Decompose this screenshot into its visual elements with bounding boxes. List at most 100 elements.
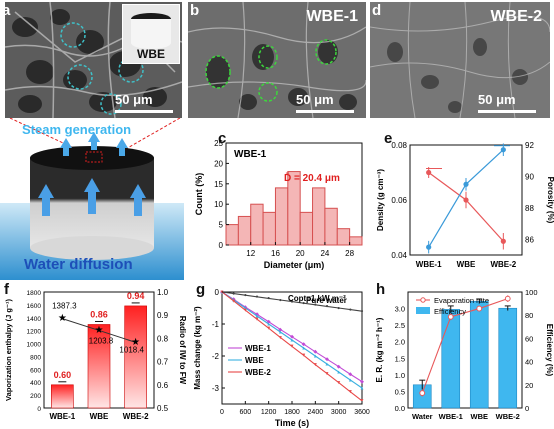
y-axis-label: Mass change (kg m⁻²)	[193, 306, 202, 390]
y-tick-label: 25	[214, 139, 223, 148]
y-tick-label-left: 0.04	[391, 251, 407, 260]
plot-frame	[407, 291, 523, 409]
ratio-value-label: 0.94	[127, 291, 145, 301]
y-tick-label-right: 20	[525, 381, 533, 390]
series-marker: ◆	[267, 319, 271, 325]
x-tick-label: WBE-1	[416, 260, 442, 269]
series-marker: ●	[232, 291, 235, 297]
y-tick-label: 20	[214, 159, 223, 168]
x-tick-label: WBE-2	[123, 412, 149, 421]
y-tick-label-right: 100	[525, 288, 538, 297]
sem-image-b: WBE-1 50 μm	[188, 2, 366, 118]
device-illustration	[0, 118, 184, 280]
y-tick-label-right: 86	[525, 235, 534, 244]
series-marker: ▼	[243, 308, 248, 314]
enthalpy-value-label: 1018.4	[119, 345, 144, 354]
x-axis-label: Time (s)	[275, 418, 309, 428]
y-tick-label: -3	[212, 384, 220, 393]
series-marker: ▲	[336, 369, 341, 375]
series-marker: ▲	[360, 385, 365, 391]
series-marker: ◆	[325, 357, 329, 363]
series-marker: ●	[325, 304, 328, 310]
series-line	[221, 291, 363, 402]
enthalpy-line	[62, 318, 136, 343]
y-tick-label-right: 0.8	[157, 334, 169, 343]
series-marker: ◆	[302, 341, 306, 347]
y-tick-label: 0	[219, 241, 224, 250]
x-tick-label: 12	[246, 249, 255, 258]
panel-letter: h	[376, 281, 386, 298]
series-line	[221, 291, 363, 389]
y-axis-label-left: E. R. (kg m⁻² h⁻¹)	[375, 317, 384, 382]
condition-annotation: Copt=1 kW m⁻²	[288, 294, 346, 303]
histogram-bar	[274, 187, 289, 246]
series-line	[221, 291, 363, 383]
sem-image-d: WBE-2 50 μm	[370, 2, 550, 118]
histogram-bar	[225, 224, 239, 246]
porosity-point	[500, 147, 506, 153]
panel-letter: a	[2, 2, 11, 19]
x-tick-label: 3600	[354, 409, 370, 416]
scale-text: 50 μm	[478, 92, 516, 107]
ratio-value-label: 0.86	[90, 309, 108, 319]
y-tick-label: 5	[219, 221, 224, 230]
series-marker: ●	[349, 307, 352, 313]
series-marker: ▼	[278, 335, 283, 341]
y-axis-label-left: Vaporization enthalpy (J g⁻¹)	[4, 299, 13, 401]
series-marker: ▲	[243, 305, 248, 311]
histogram-bar	[312, 187, 326, 246]
efficiency-bar	[469, 300, 489, 409]
x-tick-label: 16	[271, 249, 280, 258]
series-marker: ●	[279, 297, 282, 303]
y-tick-label-left: 1.0	[395, 371, 405, 380]
chart-e: WBE-1 WBE WBE-2 0.04 0.06 0.08 86 88 90 92 Density…	[376, 141, 554, 269]
y-tick-label-right: 80	[525, 311, 533, 320]
y-tick-label-left: 2.5	[395, 321, 405, 330]
ratio-bar	[51, 384, 74, 409]
series-marker: ▼	[231, 298, 236, 304]
porosity-point	[426, 244, 432, 250]
scale-bar	[296, 110, 354, 113]
legend-label: Evaporation rate	[434, 296, 489, 305]
x-tick-label: WBE-2	[496, 412, 520, 421]
series-marker: ▼	[325, 371, 330, 377]
y-tick-label-right: 40	[525, 358, 533, 367]
steam-generation-label: Steam generation	[22, 122, 132, 137]
series-marker: ●	[314, 302, 317, 308]
histogram-bar	[287, 171, 301, 246]
series-marker: ●	[244, 293, 247, 299]
series-marker: ▲	[278, 329, 283, 335]
scale-bar	[478, 110, 536, 113]
scale-bar	[115, 110, 173, 113]
histogram-bar	[299, 211, 314, 246]
series-marker: ▼	[348, 389, 353, 395]
x-tick-label: 600	[239, 409, 251, 416]
y-tick-label-left: 800	[30, 354, 41, 361]
efficiency-bar	[441, 309, 461, 409]
series-marker: ◆	[313, 349, 317, 355]
series-marker: ●	[290, 299, 293, 305]
series-marker: ◆	[337, 364, 341, 370]
histogram-bar	[237, 215, 252, 246]
x-tick-label: WBE	[471, 412, 489, 421]
chart-c: 12 16 20 24 28 0 5 10 15 20 25 Diameter (μm) Count (…	[194, 139, 363, 270]
sem-texture-b	[188, 2, 366, 118]
x-tick-label: 0	[220, 409, 224, 416]
histogram-bar	[262, 211, 276, 246]
enthalpy-value-label: 1387.3	[52, 302, 77, 311]
y-axis-label-right: Radio of IW to FW	[178, 316, 187, 385]
x-axis-label: Diameter (μm)	[264, 260, 325, 270]
legend-marker	[420, 297, 426, 303]
series-marker: ◆	[348, 372, 352, 378]
y-tick-label-left: 200	[30, 393, 41, 400]
sem-title: WBE-1	[306, 8, 358, 25]
scale-text: 50 μm	[296, 92, 334, 107]
ratio-bar	[124, 305, 147, 409]
series-marker: ▼	[266, 325, 271, 331]
sem-image-a: WBE 50 μm	[5, 2, 182, 118]
panel-letter: c	[218, 130, 227, 147]
series-marker: ▼	[301, 353, 306, 359]
y-tick-label-left: 1000	[27, 342, 42, 349]
series-marker: ▲	[255, 313, 260, 319]
